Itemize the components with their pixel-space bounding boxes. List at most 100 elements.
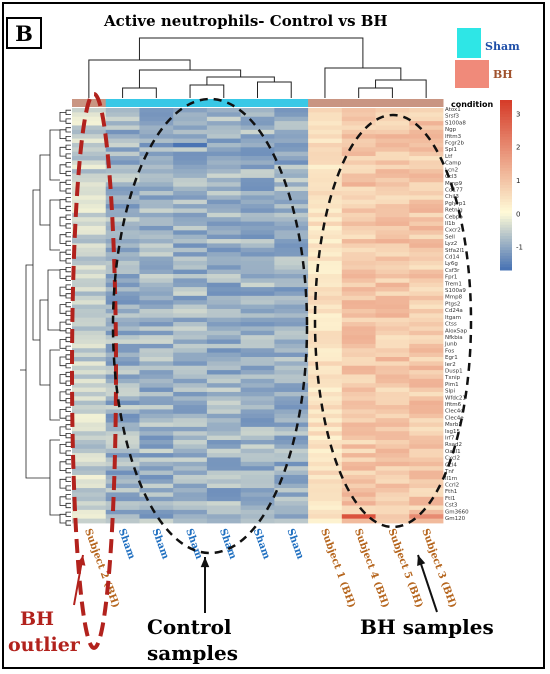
heatmap-cell bbox=[72, 269, 107, 275]
heatmap-cell bbox=[274, 474, 309, 480]
heatmap-cell bbox=[72, 378, 107, 384]
heatmap-cell bbox=[240, 496, 275, 502]
heatmap-cell bbox=[206, 488, 242, 493]
heatmap-cell bbox=[72, 234, 107, 240]
heatmap-cell bbox=[173, 479, 208, 485]
heatmap-cell bbox=[173, 212, 208, 218]
heatmap-cell bbox=[240, 308, 275, 314]
heatmap-cell bbox=[409, 335, 444, 340]
heatmap-cell bbox=[173, 173, 208, 179]
heatmap-cell bbox=[105, 225, 140, 231]
heatmap-cell bbox=[274, 370, 309, 375]
colorbar-segment bbox=[500, 170, 512, 175]
heatmap-cell bbox=[341, 496, 376, 502]
heatmap-cell bbox=[341, 173, 376, 179]
heatmap-cell bbox=[105, 453, 140, 458]
heatmap-cell bbox=[409, 265, 444, 271]
heatmap-cell bbox=[341, 391, 376, 397]
heatmap-cell bbox=[308, 116, 343, 122]
heatmap-cell bbox=[105, 295, 140, 301]
heatmap-cell bbox=[173, 396, 208, 402]
heatmap-cell bbox=[274, 466, 309, 471]
heatmap-cell bbox=[375, 400, 410, 406]
heatmap-cell bbox=[240, 186, 275, 192]
heatmap-cell bbox=[274, 138, 309, 144]
heatmap-cell bbox=[274, 234, 309, 240]
heatmap-cell bbox=[139, 317, 174, 323]
column-label: Subject 1 (BH) bbox=[318, 527, 357, 609]
heatmap-cell bbox=[105, 247, 140, 253]
heatmap-cell bbox=[341, 121, 376, 126]
heatmap-cell bbox=[240, 387, 275, 393]
heatmap-cell bbox=[341, 400, 376, 406]
heatmap-cell bbox=[375, 243, 410, 249]
heatmap-cell bbox=[173, 466, 208, 471]
heatmap-cell bbox=[206, 461, 242, 467]
heatmap-cell bbox=[240, 479, 275, 485]
heatmap-cell bbox=[375, 291, 410, 297]
heatmap-cell bbox=[375, 269, 410, 275]
heatmap-cell bbox=[409, 387, 444, 393]
heatmap-cell bbox=[375, 295, 410, 301]
heatmap-cell bbox=[409, 256, 444, 262]
heatmap-cell bbox=[308, 138, 343, 144]
heatmap-cell bbox=[139, 474, 174, 480]
heatmap-cell bbox=[72, 129, 107, 135]
heatmap-cell bbox=[139, 121, 174, 126]
heatmap-cell bbox=[409, 225, 444, 231]
heatmap-cell bbox=[72, 518, 107, 524]
heatmap-cell bbox=[173, 514, 208, 520]
row-label: Fpr1 bbox=[445, 275, 457, 281]
heatmap-cell bbox=[308, 274, 343, 279]
heatmap-cell bbox=[375, 247, 410, 253]
heatmap-cell bbox=[341, 479, 376, 485]
heatmap-cell bbox=[308, 112, 343, 118]
heatmap-cell bbox=[139, 252, 174, 257]
heatmap-cell bbox=[173, 374, 208, 380]
heatmap-cell bbox=[240, 470, 275, 476]
heatmap-cell bbox=[173, 287, 208, 292]
heatmap-cell bbox=[308, 343, 343, 349]
colorbar-segment bbox=[500, 100, 512, 104]
heatmap-cell bbox=[308, 182, 343, 188]
heatmap-cell bbox=[409, 304, 444, 310]
heatmap-cell bbox=[308, 335, 343, 340]
colorbar-segment bbox=[500, 233, 512, 237]
heatmap-cell bbox=[341, 260, 376, 266]
heatmap-cell bbox=[105, 169, 140, 174]
heatmap-cell bbox=[409, 313, 444, 319]
heatmap-cell bbox=[308, 488, 343, 493]
heatmap-cell bbox=[206, 509, 242, 515]
heatmap-cell bbox=[240, 391, 275, 397]
row-label: Mmp8 bbox=[445, 295, 463, 301]
heatmap-cell bbox=[308, 308, 343, 314]
heatmap-cell bbox=[240, 405, 275, 410]
heatmap-cell bbox=[409, 182, 444, 188]
heatmap-cell bbox=[105, 374, 140, 380]
heatmap-cell bbox=[105, 278, 140, 284]
heatmap-cell bbox=[206, 457, 242, 463]
heatmap-cell bbox=[105, 217, 140, 222]
colorbar-segment bbox=[500, 134, 512, 138]
heatmap-cell bbox=[72, 252, 107, 257]
heatmap-cell bbox=[308, 260, 343, 266]
heatmap-cell bbox=[274, 361, 309, 367]
heatmap-cell bbox=[105, 256, 140, 262]
heatmap-cell bbox=[105, 470, 140, 476]
heatmap-cell bbox=[72, 418, 107, 423]
heatmap-cell bbox=[308, 466, 343, 471]
heatmap-cell bbox=[72, 260, 107, 266]
row-label: Dusp1 bbox=[445, 369, 463, 375]
heatmap-cell bbox=[341, 243, 376, 249]
heatmap-cell bbox=[173, 234, 208, 240]
heatmap-cell bbox=[72, 160, 107, 166]
heatmap-cell bbox=[308, 169, 343, 174]
heatmap-cell bbox=[240, 330, 275, 336]
heatmap-cell bbox=[206, 505, 242, 511]
heatmap-cell bbox=[341, 426, 376, 432]
heatmap-cell bbox=[240, 274, 275, 279]
heatmap-cell bbox=[72, 265, 107, 271]
heatmap-cell bbox=[274, 492, 309, 498]
heatmap-cell bbox=[308, 461, 343, 467]
heatmap-cell bbox=[409, 177, 444, 183]
